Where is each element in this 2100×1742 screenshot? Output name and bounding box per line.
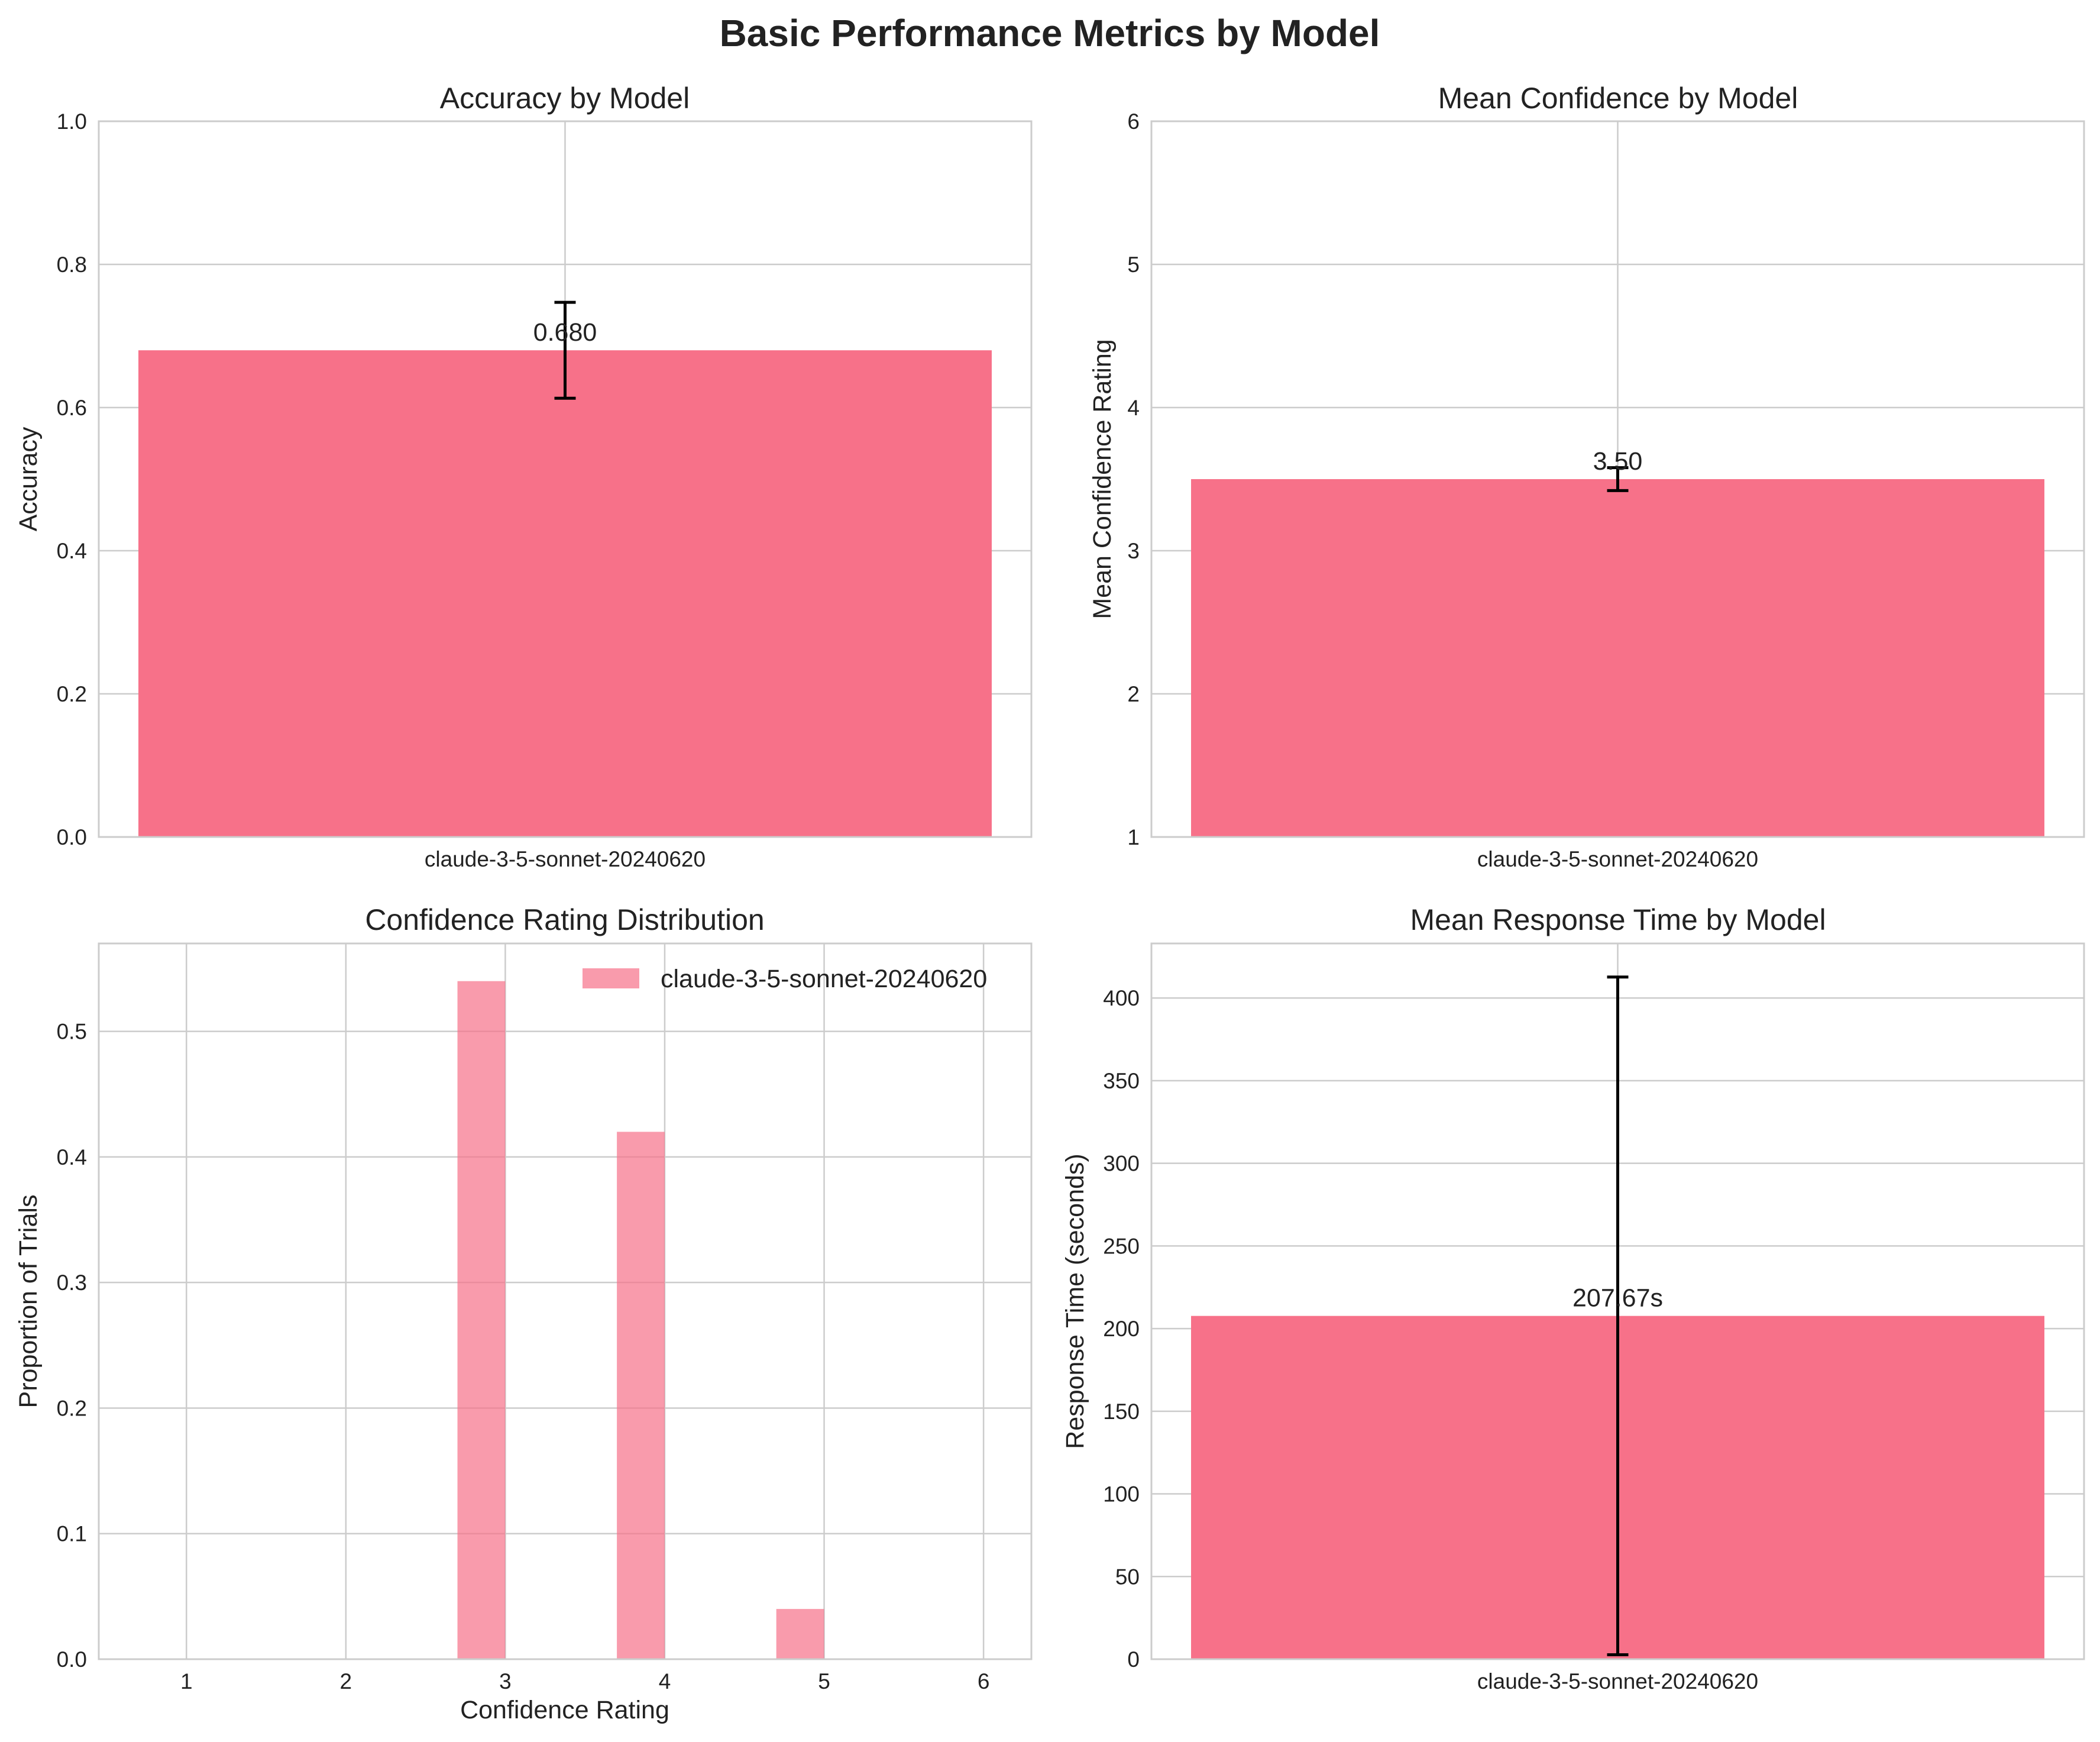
accuracy-y-tick-label: 0.0 xyxy=(57,825,87,849)
confidence-data-label: 3.50 xyxy=(1593,447,1643,476)
accuracy-title: Accuracy by Model xyxy=(440,82,690,115)
accuracy-y-axis-label: Accuracy xyxy=(14,426,43,531)
response-y-tick-label: 350 xyxy=(1103,1069,1140,1093)
response-y-tick-label: 150 xyxy=(1103,1400,1140,1424)
distribution-y-tick-label: 0.1 xyxy=(57,1522,87,1546)
confidence-bars xyxy=(1191,479,2044,837)
distribution-x-tick-label: 2 xyxy=(340,1669,352,1693)
distribution-y-tick-label: 0.5 xyxy=(57,1020,87,1044)
distribution-title: Confidence Rating Distribution xyxy=(365,903,764,936)
figure-title: Basic Performance Metrics by Model xyxy=(720,12,1380,54)
response-y-tick-label: 50 xyxy=(1115,1565,1140,1589)
accuracy-error-bar xyxy=(554,300,576,400)
response-y-axis-label: Response Time (seconds) xyxy=(1061,1153,1089,1449)
confidence-bar xyxy=(1191,479,2044,837)
confidence-ticks: 1 2 3 4 5 6 claude-3-5-sonnet-20240620 xyxy=(1127,109,1758,871)
distribution-bar xyxy=(457,981,506,1659)
response-error-bar xyxy=(1607,975,1629,1657)
response-data-labels: 207.67s xyxy=(1572,975,1663,1657)
distribution-bars xyxy=(457,981,824,1659)
distribution-ticks: 0.0 0.1 0.2 0.3 0.4 0.5 1 2 3 4 5 6 xyxy=(57,1020,990,1693)
response-data-label: 207.67s xyxy=(1572,1284,1663,1313)
distribution-y-tick-label: 0.4 xyxy=(57,1145,87,1169)
distribution-x-tick-label: 5 xyxy=(818,1669,830,1693)
accuracy-bars xyxy=(138,350,992,837)
legend-swatch xyxy=(583,968,639,988)
distribution-x-tick-label: 1 xyxy=(180,1669,193,1693)
distribution-y-tick-label: 0.0 xyxy=(57,1647,87,1672)
response-y-tick-label: 200 xyxy=(1103,1317,1140,1341)
confidence-x-tick-label: claude-3-5-sonnet-20240620 xyxy=(1477,847,1758,871)
response-ticks: 0 50 100 150 200 250 300 350 400 claude-3-5-sonne… xyxy=(1103,986,1758,1693)
accuracy-panel: 0.0 0.2 0.4 0.6 0.8 1.0 claude-3-5-sonnet-2024… xyxy=(14,82,1033,871)
confidence-panel: 1 2 3 4 5 6 claude-3-5-sonnet-20240620 3.50 Me… xyxy=(1088,82,2085,871)
confidence-y-tick-label: 5 xyxy=(1127,253,1140,277)
confidence-y-axis-label: Mean Confidence Rating xyxy=(1088,339,1117,619)
confidence-y-tick-label: 4 xyxy=(1127,396,1140,420)
accuracy-y-tick-label: 0.8 xyxy=(57,253,87,277)
confidence-axes-frame xyxy=(1150,120,2085,838)
accuracy-y-tick-label: 0.6 xyxy=(57,396,87,420)
response-y-tick-label: 400 xyxy=(1103,986,1140,1010)
accuracy-y-tick-label: 0.2 xyxy=(57,682,87,706)
distribution-x-axis-label: Confidence Rating xyxy=(460,1696,669,1724)
response-panel: 0 50 100 150 200 250 300 350 400 claude-3-5-sonne… xyxy=(1061,903,2085,1693)
legend-label: claude-3-5-sonnet-20240620 xyxy=(661,965,987,993)
confidence-y-tick-label: 6 xyxy=(1127,109,1140,134)
confidence-data-labels: 3.50 xyxy=(1593,447,1643,492)
confidence-y-tick-label: 2 xyxy=(1127,682,1140,706)
distribution-y-tick-label: 0.3 xyxy=(57,1271,87,1295)
accuracy-y-tick-label: 1.0 xyxy=(57,109,87,134)
response-y-tick-label: 0 xyxy=(1127,1647,1140,1672)
distribution-bar xyxy=(776,1609,824,1659)
response-x-tick-label: claude-3-5-sonnet-20240620 xyxy=(1477,1669,1758,1693)
response-y-tick-label: 300 xyxy=(1103,1152,1140,1176)
distribution-bar xyxy=(617,1132,665,1659)
distribution-legend: claude-3-5-sonnet-20240620 xyxy=(583,965,987,993)
response-title: Mean Response Time by Model xyxy=(1410,903,1826,936)
accuracy-bar xyxy=(138,350,992,837)
accuracy-axes-frame xyxy=(98,120,1033,838)
response-axes-frame xyxy=(1150,942,2085,1660)
confidence-y-tick-label: 3 xyxy=(1127,539,1140,563)
distribution-x-tick-label: 3 xyxy=(499,1669,512,1693)
distribution-x-tick-label: 4 xyxy=(659,1669,671,1693)
confidence-y-tick-label: 1 xyxy=(1127,825,1140,849)
accuracy-y-tick-label: 0.4 xyxy=(57,539,87,563)
response-y-tick-label: 100 xyxy=(1103,1482,1140,1507)
accuracy-ticks: 0.0 0.2 0.4 0.6 0.8 1.0 claude-3-5-sonnet-2024… xyxy=(57,109,706,871)
distribution-y-axis-label: Proportion of Trials xyxy=(14,1195,43,1408)
accuracy-x-tick-label: claude-3-5-sonnet-20240620 xyxy=(425,847,706,871)
distribution-y-tick-label: 0.2 xyxy=(57,1396,87,1420)
distribution-panel: 0.0 0.1 0.2 0.3 0.4 0.5 1 2 3 4 5 6 Confidence Rati… xyxy=(14,903,1033,1724)
distribution-axes-frame xyxy=(98,942,1033,1660)
accuracy-data-labels: 0.680 xyxy=(533,300,597,400)
confidence-title: Mean Confidence by Model xyxy=(1438,82,1798,115)
accuracy-data-label: 0.680 xyxy=(533,318,597,347)
distribution-x-tick-label: 6 xyxy=(978,1669,990,1693)
confidence-error-bar xyxy=(1607,466,1629,492)
response-y-tick-label: 250 xyxy=(1103,1234,1140,1258)
